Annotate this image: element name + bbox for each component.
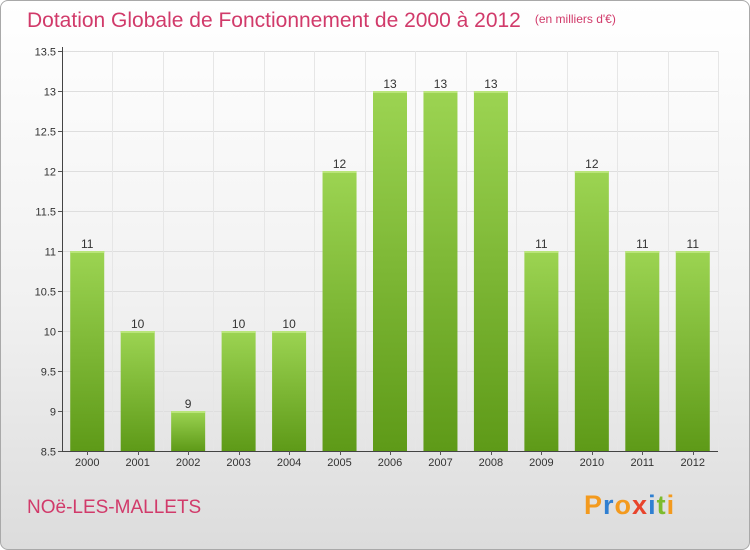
bar-value-label: 11 <box>636 237 649 251</box>
y-tick-label: 11 <box>45 247 56 259</box>
bar-highlight <box>524 251 559 253</box>
bar-value-label: 10 <box>131 317 145 331</box>
x-tick-label: 2003 <box>226 457 250 469</box>
y-tick-label: 12.5 <box>35 127 56 139</box>
y-tick-label: 10.5 <box>35 287 56 299</box>
bar-highlight <box>322 171 357 173</box>
x-tick-label: 2000 <box>75 457 99 469</box>
bar <box>322 171 357 451</box>
bar <box>120 331 155 451</box>
location-name: NOë-LES-MALLETS <box>27 497 202 518</box>
y-tick-label: 12 <box>44 167 56 179</box>
bar-highlight <box>675 251 710 253</box>
bar <box>423 91 458 451</box>
bar-value-label: 11 <box>687 237 700 251</box>
bar-value-label: 10 <box>232 317 246 331</box>
x-tick-label: 2006 <box>378 457 402 469</box>
logo-letter: P <box>584 490 604 520</box>
bar-value-label: 12 <box>333 157 347 171</box>
y-tick-label: 13.5 <box>35 47 56 59</box>
bar-highlight <box>473 91 508 93</box>
x-tick-label: 2002 <box>176 457 200 469</box>
y-tick-label: 13 <box>44 87 56 99</box>
bar-value-label: 11 <box>535 237 548 251</box>
y-tick-label: 10 <box>44 327 56 339</box>
y-tick-label: 9.5 <box>41 367 56 379</box>
bar <box>574 171 609 451</box>
bar-highlight <box>70 251 105 253</box>
bar <box>473 91 508 451</box>
bar-value-label: 10 <box>282 317 296 331</box>
bar-highlight <box>272 331 307 333</box>
chart-title: Dotation Globale de Fonctionnement de 20… <box>27 9 616 33</box>
x-tick-label: 2007 <box>428 457 452 469</box>
x-tick-label: 2012 <box>681 457 705 469</box>
y-tick-label: 9 <box>50 407 56 419</box>
chart-subtitle: (en milliers d'€) <box>534 12 616 26</box>
bar-highlight <box>423 91 458 93</box>
logo-letter: i <box>648 490 657 520</box>
bar <box>675 251 710 451</box>
logo-letter: i <box>666 490 676 520</box>
x-tick-label: 2009 <box>529 457 553 469</box>
y-tick-label: 8.5 <box>41 447 56 459</box>
bar <box>524 251 559 451</box>
x-tick-label: 2010 <box>580 457 604 469</box>
bar-value-label: 13 <box>434 77 448 91</box>
bar-value-label: 12 <box>585 157 599 171</box>
bar-value-label: 13 <box>383 77 397 91</box>
bar-highlight <box>221 331 256 333</box>
bar <box>373 91 407 451</box>
logo-letter: t <box>656 490 667 520</box>
bar <box>70 251 105 451</box>
bar <box>272 331 307 451</box>
logo-letter: x <box>632 490 649 520</box>
bar-value-label: 11 <box>81 237 94 251</box>
x-tick-label: 2011 <box>630 457 654 469</box>
axes <box>58 47 718 455</box>
bar-highlight <box>120 331 155 333</box>
labels: 8.5 9 9.5 10 10.5 11 11.5 12 12.5 13 13.5 11 2000 10 2… <box>35 47 705 470</box>
bar-highlight <box>574 171 609 173</box>
bar <box>171 411 206 451</box>
bar-highlight <box>625 251 660 253</box>
bar-highlight <box>373 91 407 93</box>
bar <box>625 251 660 451</box>
logo-letter: o <box>614 490 633 520</box>
proxiti-logo: Proxiti <box>584 490 675 521</box>
x-tick-label: 2004 <box>277 457 301 469</box>
logo-letter: r <box>603 490 615 520</box>
x-tick-label: 2008 <box>479 457 503 469</box>
x-tick-label: 2001 <box>125 457 149 469</box>
x-tick-label: 2005 <box>327 457 351 469</box>
bar-highlight <box>171 411 206 413</box>
bar-value-label: 13 <box>484 77 498 91</box>
bars <box>70 91 710 451</box>
bar <box>221 331 256 451</box>
bar-value-label: 9 <box>185 397 192 411</box>
chart-title-text: Dotation Globale de Fonctionnement de 20… <box>27 9 521 32</box>
y-tick-label: 11.5 <box>35 207 56 219</box>
